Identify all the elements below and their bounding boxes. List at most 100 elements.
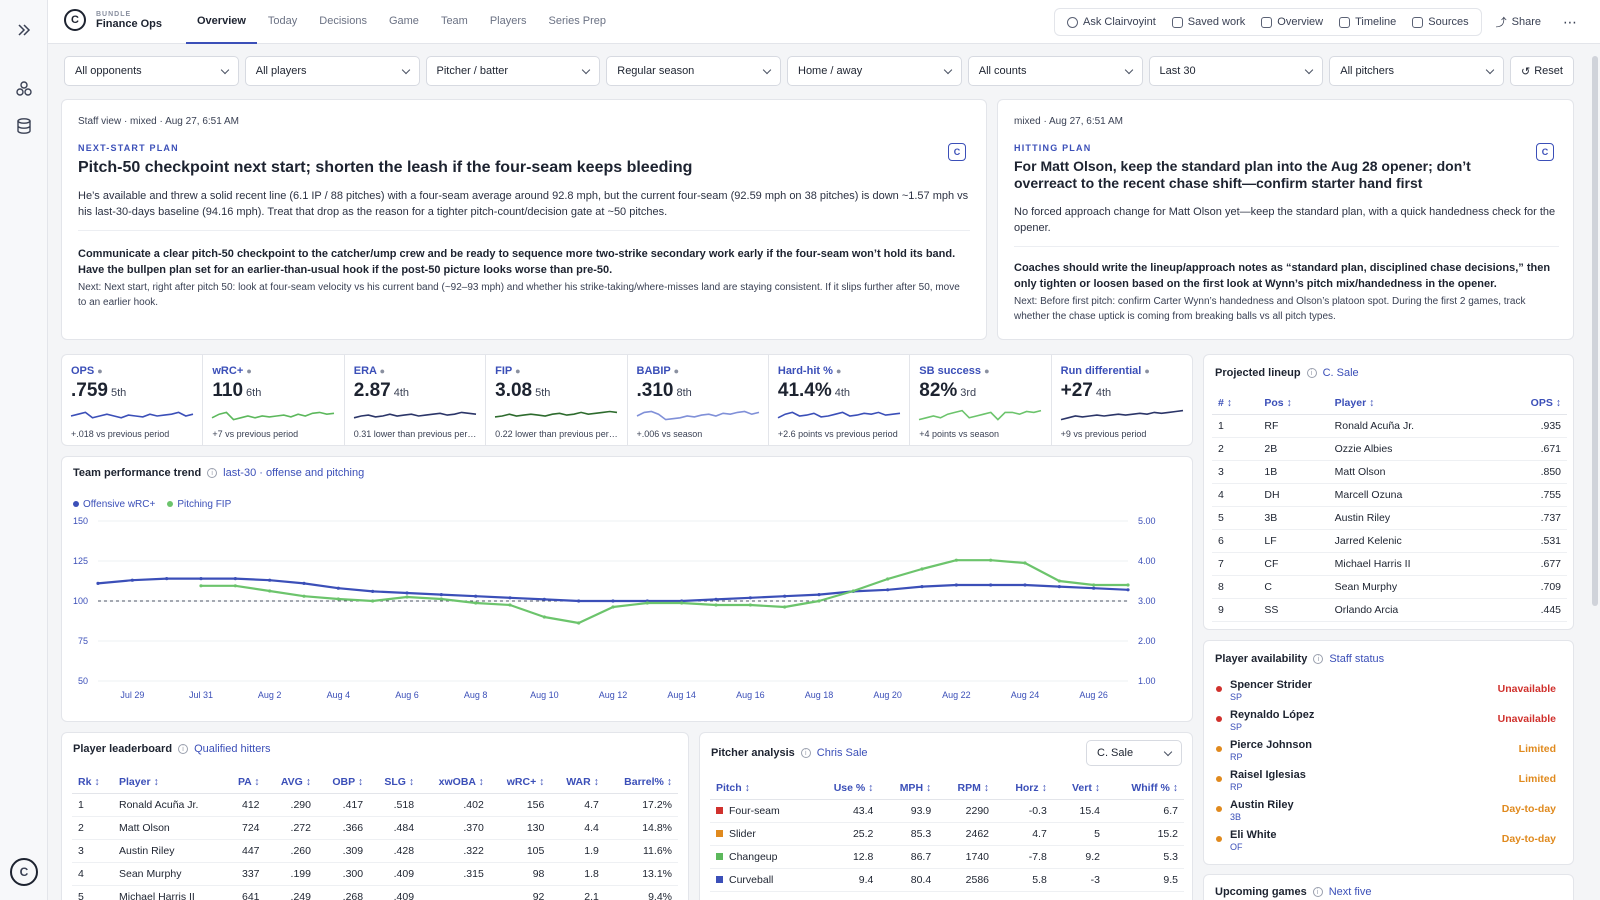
table-row[interactable]: 3 Austin Riley 447.260.309.428.322 105 1.9 11… xyxy=(72,839,678,863)
table-row[interactable]: 9 SS Orlando Arcia .445 xyxy=(1212,598,1567,622)
table-cell: .531 xyxy=(1491,529,1567,553)
availability-row[interactable]: Spencer Strider SP Unavailable xyxy=(1216,679,1556,709)
availability-row[interactable]: Pierce Johnson RP Limited xyxy=(1216,739,1556,769)
column-header[interactable]: Whiff % ↕ xyxy=(1105,777,1184,800)
column-header[interactable]: # ↕ xyxy=(1212,392,1259,415)
availability-row[interactable]: Raisel Iglesias RP Limited xyxy=(1216,769,1556,799)
range-select[interactable]: Last 30 xyxy=(1148,56,1324,86)
pitcher-select[interactable]: C. Sale xyxy=(1086,740,1182,766)
kpi-card[interactable]: SB success ● 82% 3rd +4 points vs season xyxy=(909,354,1051,446)
kpi-card[interactable]: BABIP ● .310 8th +.006 vs season xyxy=(626,354,768,446)
saved-work-button[interactable]: Saved work xyxy=(1164,16,1253,28)
kpi-card[interactable]: OPS ● .759 5th +.018 vs previous period xyxy=(61,354,203,446)
plan-body: He’s available and threw a solid recent … xyxy=(78,190,969,218)
kpi-card[interactable]: ERA ● 2.87 4th 0.31 lower than previous per… xyxy=(343,354,486,446)
tab-series-prep[interactable]: Series Prep xyxy=(548,15,607,27)
column-header[interactable]: Vert ↕ xyxy=(1052,777,1106,800)
table-row[interactable]: 2 2B Ozzie Albies .671 xyxy=(1212,437,1567,461)
tab-team[interactable]: Team xyxy=(440,15,468,27)
clairvoyint-icon[interactable]: C xyxy=(948,143,966,161)
info-icon[interactable]: i xyxy=(1313,654,1324,664)
column-header[interactable]: PA ↕ xyxy=(224,771,266,794)
sources-button[interactable]: Sources xyxy=(1404,16,1476,28)
timeline-button[interactable]: Timeline xyxy=(1331,16,1404,28)
kpi-value: .310 8th xyxy=(636,380,692,401)
column-header[interactable]: Player ↕ xyxy=(1328,392,1492,415)
column-header[interactable]: MPH ↕ xyxy=(879,777,938,800)
column-header[interactable]: OPS ↕ xyxy=(1491,392,1567,415)
network-icon[interactable] xyxy=(12,77,36,101)
table-row[interactable]: Changeup 12.8 86.7 1740 -7.8 9.2 5.3 xyxy=(710,845,1184,869)
info-icon[interactable]: i xyxy=(178,744,189,754)
info-icon[interactable]: i xyxy=(800,748,811,758)
column-header[interactable]: SLG ↕ xyxy=(369,771,421,794)
tab-today[interactable]: Today xyxy=(267,15,298,27)
pitchers-select[interactable]: All pitchers xyxy=(1329,56,1504,86)
kpi-rank: 6th xyxy=(246,387,262,399)
column-header[interactable]: WAR ↕ xyxy=(550,771,605,794)
opponent-select[interactable]: All opponents xyxy=(64,56,239,86)
table-row[interactable]: Four-seam 43.4 93.9 2290 -0.3 15.4 6.7 xyxy=(710,799,1184,823)
season-select[interactable]: Regular season xyxy=(606,56,781,86)
reset-button[interactable]: ↺ Reset xyxy=(1510,56,1574,86)
main-nav: Overview Today Decisions Game Team Playe… xyxy=(186,0,617,44)
info-icon[interactable]: i xyxy=(1306,368,1317,378)
kpi-card[interactable]: FIP ● 3.08 5th 0.22 lower than previous per… xyxy=(485,354,627,446)
availability-row[interactable]: Eli White OF Day-to-day xyxy=(1216,829,1556,859)
column-header[interactable]: RPM ↕ xyxy=(937,777,995,800)
kpi-card[interactable]: Hard-hit % ● 41.4% 4th +2.6 points vs previ… xyxy=(767,354,910,446)
legend-pitching[interactable]: Pitching FIP xyxy=(167,499,231,510)
kpi-card[interactable]: Run differential ● +27 4th +9 vs previous p… xyxy=(1050,354,1193,446)
legend-offense[interactable]: Offensive wRC+ xyxy=(73,499,155,510)
column-header[interactable]: Player ↕ xyxy=(113,771,225,794)
home-away-select[interactable]: Home / away xyxy=(787,56,962,86)
share-button[interactable]: ⤴ Share xyxy=(1495,16,1541,29)
column-header[interactable]: OBP ↕ xyxy=(316,771,370,794)
column-header[interactable]: Pos ↕ xyxy=(1258,392,1329,415)
table-row[interactable]: Slider 25.2 85.3 2462 4.7 5 15.2 xyxy=(710,822,1184,846)
availability-row[interactable]: Austin Riley 3B Day-to-day xyxy=(1216,799,1556,829)
sparkline-path xyxy=(1060,409,1183,421)
column-header[interactable]: Use % ↕ xyxy=(810,777,880,800)
more-menu-icon[interactable]: ⋯ xyxy=(1563,13,1578,30)
kpi-card[interactable]: wRC+ ● 110 6th +7 vs previous period xyxy=(202,354,344,446)
table-row[interactable]: 5 3B Austin Riley .737 xyxy=(1212,506,1567,530)
table-row[interactable]: 4 Sean Murphy 337.199.300.409.315 98 1.8 13.1… xyxy=(72,862,678,886)
overview-button[interactable]: Overview xyxy=(1253,16,1331,28)
info-icon[interactable]: i xyxy=(207,468,218,478)
table-row[interactable]: Curveball 9.4 80.4 2586 5.8 -3 9.5 xyxy=(710,868,1184,892)
tab-players[interactable]: Players xyxy=(489,15,527,27)
table-row[interactable]: 7 CF Michael Harris II .677 xyxy=(1212,552,1567,576)
table-cell: .322 xyxy=(420,839,490,863)
tab-decisions[interactable]: Decisions xyxy=(319,15,367,27)
column-header[interactable]: Pitch ↕ xyxy=(710,777,811,800)
column-header[interactable]: wRC+ ↕ xyxy=(489,771,551,794)
clairvoyint-icon[interactable]: C xyxy=(1536,143,1554,161)
availability-row[interactable]: Reynaldo López SP Unavailable xyxy=(1216,709,1556,739)
ask-clairvoyint-button[interactable]: Ask Clairvoyint xyxy=(1059,16,1164,28)
column-header[interactable]: Horz ↕ xyxy=(995,777,1053,800)
table-row[interactable]: 8 C Sean Murphy .709 xyxy=(1212,575,1567,599)
table-row[interactable]: 1 Ronald Acuña Jr. 412.290.417.518.402 156 4… xyxy=(72,793,678,817)
page-scrollbar[interactable] xyxy=(1592,56,1598,606)
table-row[interactable]: 5 Michael Harris II 641.249.268.409 92 2.1 9.… xyxy=(72,885,678,900)
counts-select[interactable]: All counts xyxy=(967,56,1143,86)
account-logo-icon[interactable]: C xyxy=(10,858,38,886)
table-row[interactable]: 1 RF Ronald Acuña Jr. .935 xyxy=(1212,414,1567,438)
column-header[interactable]: Rk ↕ xyxy=(72,771,113,794)
matchup-select[interactable]: Pitcher / batter xyxy=(425,56,601,86)
column-header[interactable]: AVG ↕ xyxy=(265,771,317,794)
table-row[interactable]: 3 1B Matt Olson .850 xyxy=(1212,460,1567,484)
table-row[interactable]: 2 Matt Olson 724.272.366.484.370 130 4.4 14.8… xyxy=(72,816,678,840)
table-row[interactable]: 6 LF Jarred Kelenic .531 xyxy=(1212,529,1567,553)
tab-overview[interactable]: Overview xyxy=(186,0,257,44)
column-header[interactable]: Barrel% ↕ xyxy=(604,771,678,794)
expand-icon[interactable] xyxy=(12,18,36,42)
table-row[interactable]: 4 DH Marcell Ozuna .755 xyxy=(1212,483,1567,507)
info-icon[interactable]: i xyxy=(1312,887,1323,897)
database-icon[interactable] xyxy=(12,114,36,138)
players-select[interactable]: All players xyxy=(244,56,420,86)
column-header[interactable]: xwOBA ↕ xyxy=(420,771,490,794)
tab-game[interactable]: Game xyxy=(388,15,419,27)
brand[interactable]: C BUNDLE Finance Ops xyxy=(64,9,162,31)
